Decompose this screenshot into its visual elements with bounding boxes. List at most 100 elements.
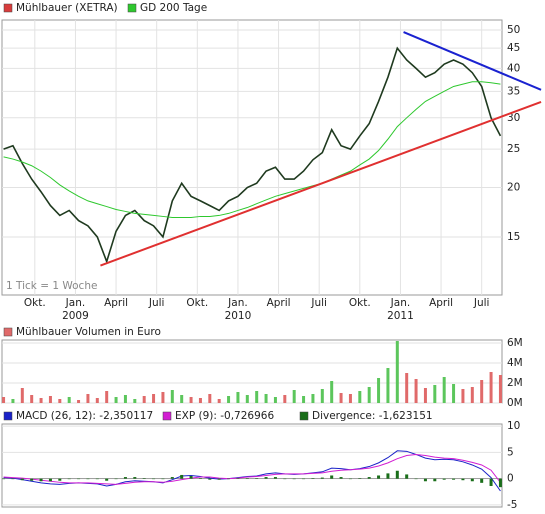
x-tick-label: Jan. xyxy=(65,297,86,309)
y-tick-label: 25 xyxy=(507,143,520,155)
bar xyxy=(161,392,165,403)
bar xyxy=(67,397,71,403)
bar xyxy=(58,478,62,481)
bar xyxy=(2,478,6,480)
bar xyxy=(283,478,287,480)
bar xyxy=(292,478,296,480)
y-tick-label: 15 xyxy=(507,231,520,243)
bar xyxy=(442,377,446,403)
legend-swatch xyxy=(3,327,13,337)
bar xyxy=(123,477,127,479)
bar xyxy=(302,396,306,403)
bar xyxy=(11,399,15,403)
x-tick-label: Okt. xyxy=(24,297,46,309)
bar xyxy=(123,395,127,403)
bar xyxy=(217,478,221,480)
bar xyxy=(480,478,484,483)
legend-swatch xyxy=(127,3,137,13)
bar xyxy=(386,368,390,403)
legend-swatch xyxy=(162,411,172,421)
trend-line xyxy=(403,31,542,91)
bar xyxy=(245,478,249,479)
x-tick-label: Juli xyxy=(148,297,165,309)
bar xyxy=(311,394,315,403)
bar xyxy=(208,478,212,480)
bar xyxy=(217,399,221,403)
bar xyxy=(39,478,43,482)
legend-label: GD 200 Tage xyxy=(140,2,207,14)
x-tick-label: Juli xyxy=(310,297,327,309)
bar xyxy=(20,388,24,403)
plot-frame xyxy=(1,423,503,508)
y-tick-label: 20 xyxy=(507,181,520,193)
bar xyxy=(489,478,493,486)
bar xyxy=(273,397,277,403)
trend-line xyxy=(100,101,542,267)
y-tick-label: 30 xyxy=(507,112,520,124)
bar xyxy=(423,478,427,482)
bar xyxy=(95,478,99,480)
series-line xyxy=(3,81,501,218)
bar xyxy=(255,391,259,403)
bar xyxy=(395,470,399,479)
bar xyxy=(133,399,137,403)
bar xyxy=(461,389,465,403)
bar xyxy=(180,395,184,403)
legend-label: Mühlbauer Volumen in Euro xyxy=(16,326,161,338)
bar xyxy=(142,478,146,479)
bar xyxy=(283,395,287,403)
bar xyxy=(105,391,109,403)
bar xyxy=(170,477,174,479)
legend-label: Mühlbauer (XETRA) xyxy=(16,2,118,14)
y-tick-label: 6M xyxy=(507,337,523,349)
bar xyxy=(161,478,165,480)
bar xyxy=(227,396,231,403)
bar xyxy=(405,373,409,403)
y-tick-label: 35 xyxy=(507,85,520,97)
bar xyxy=(414,379,418,403)
series-line xyxy=(3,46,502,264)
bar xyxy=(405,474,409,479)
bar xyxy=(77,400,81,403)
bar xyxy=(152,394,156,403)
y-tick-label: 10 xyxy=(507,420,520,432)
y-tick-label: 45 xyxy=(507,42,520,54)
x-tick-label: Juli xyxy=(473,297,490,309)
plot-frame xyxy=(1,339,503,404)
bar xyxy=(11,478,15,480)
bar xyxy=(452,384,456,403)
legend-swatch xyxy=(3,411,13,421)
bar xyxy=(320,389,324,403)
bar xyxy=(245,395,249,403)
bar xyxy=(377,475,381,479)
x-tick-label: Okt. xyxy=(186,297,208,309)
bar xyxy=(358,391,362,403)
y-tick-label: 0M xyxy=(507,397,523,409)
bar xyxy=(39,398,43,403)
legend-swatch xyxy=(3,3,13,13)
bar xyxy=(67,478,71,480)
bar xyxy=(142,396,146,403)
bar xyxy=(264,394,268,403)
bar xyxy=(330,381,334,403)
bar xyxy=(189,476,193,479)
x-tick-label: April xyxy=(429,297,453,309)
bar xyxy=(423,388,427,403)
bar xyxy=(367,387,371,403)
bar xyxy=(339,393,343,403)
bar xyxy=(264,477,268,479)
bar xyxy=(498,478,502,488)
bar xyxy=(58,399,62,403)
bar xyxy=(339,477,343,479)
legend-swatch xyxy=(299,411,309,421)
bar xyxy=(367,477,371,479)
x-year-label: 2011 xyxy=(387,310,414,322)
bar xyxy=(170,390,174,403)
bar xyxy=(320,477,324,479)
bar xyxy=(198,478,202,479)
bar xyxy=(48,396,52,403)
bar xyxy=(86,394,90,403)
x-year-label: 2010 xyxy=(225,310,252,322)
y-tick-label: -5 xyxy=(507,499,517,511)
